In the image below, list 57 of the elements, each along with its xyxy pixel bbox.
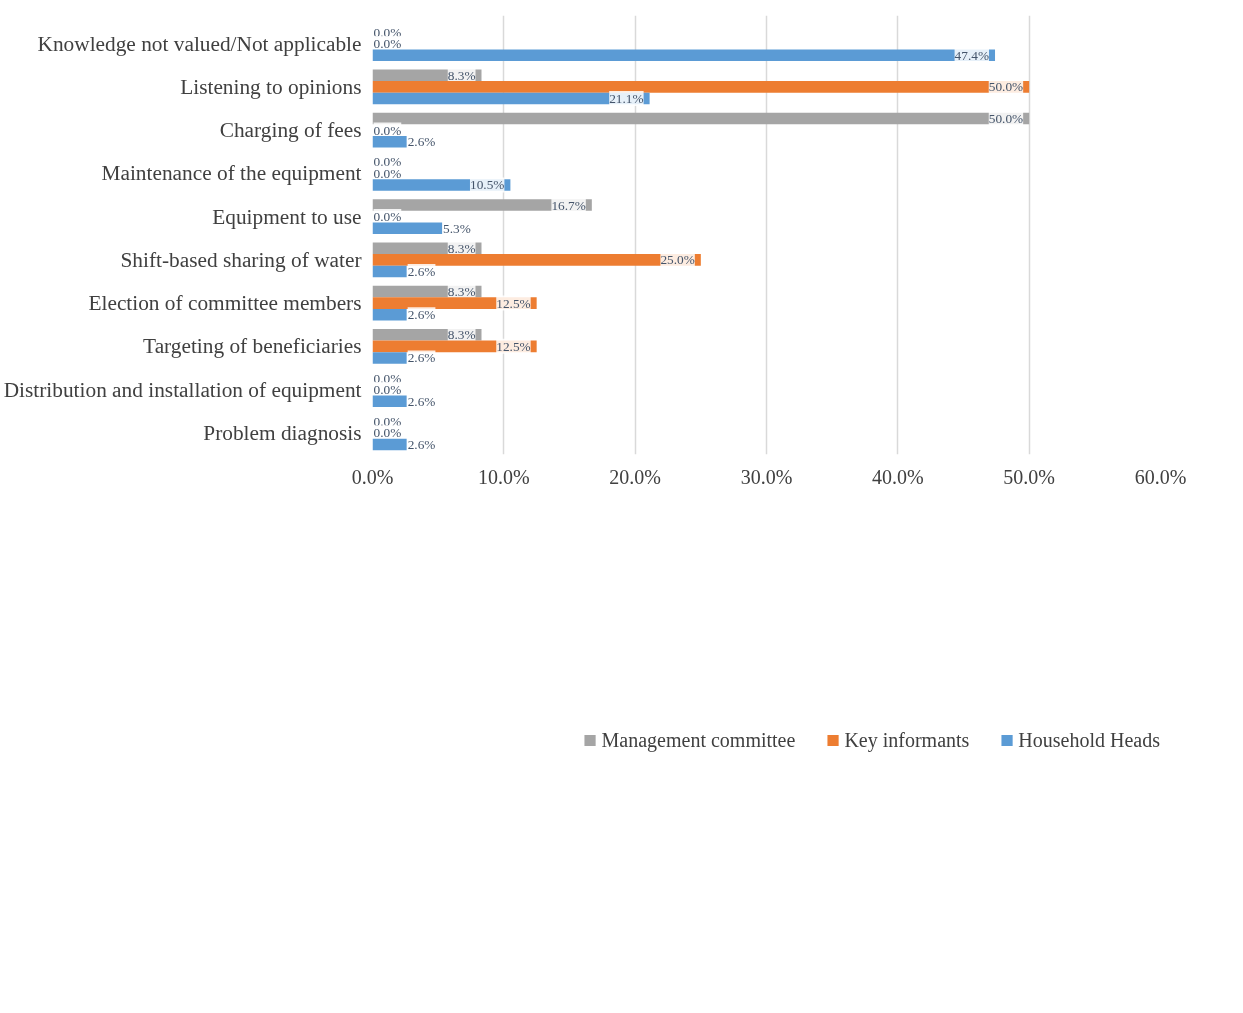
data-label: 0.0% (373, 165, 402, 181)
x-tick-label: 20.0% (609, 465, 662, 488)
legend-label: Key informants (844, 728, 970, 752)
data-label: 8.3% (447, 327, 476, 343)
data-label: 2.6% (407, 307, 436, 323)
bar (372, 135, 407, 148)
bar (372, 81, 1030, 93)
y-tick-label: Targeting of beneficiaries (143, 334, 362, 359)
y-tick-label: Knowledge not valued/Not applicable (37, 31, 362, 56)
x-tick-label: 0.0% (351, 465, 394, 488)
data-label: 12.5% (496, 295, 531, 311)
data-label: 0.0% (373, 36, 402, 52)
data-label: 21.1% (609, 90, 644, 106)
data-label: 0.0% (373, 425, 402, 441)
data-label: 8.3% (447, 240, 476, 256)
data-label: 8.3% (447, 284, 476, 300)
x-tick-label: 10.0% (478, 465, 530, 488)
bar (372, 308, 407, 321)
bar (372, 352, 407, 364)
data-label: 2.6% (407, 350, 436, 366)
legend-label: Household Heads (1018, 728, 1160, 752)
y-tick-label: Distribution and installation of equipment (3, 377, 362, 402)
bar (372, 265, 407, 278)
data-label: 0.0% (373, 209, 402, 225)
y-tick-label: Problem diagnosis (203, 420, 362, 445)
data-label: 2.6% (407, 134, 436, 150)
data-label: 0.0% (373, 382, 402, 398)
bar (372, 222, 443, 234)
data-label: 2.6% (407, 393, 436, 409)
data-label: 12.5% (496, 338, 531, 354)
legend-label: Management committee (601, 728, 796, 752)
x-tick-label: 30.0% (740, 465, 793, 488)
y-tick-label: Charging of fees (219, 118, 362, 143)
data-label: 25.0% (660, 252, 695, 268)
data-label: 8.3% (447, 67, 476, 83)
y-tick-label: Listening to opinions (180, 74, 362, 99)
y-tick-label: Shift-based sharing of water (120, 247, 362, 272)
data-label: 50.0% (988, 79, 1024, 95)
data-label: 47.4% (954, 47, 990, 63)
data-label: 2.6% (407, 436, 436, 452)
data-label: 0.0% (373, 122, 402, 138)
y-tick-label: Equipment to use (212, 204, 362, 229)
data-label: 16.7% (551, 197, 586, 213)
x-tick-label: 40.0% (872, 465, 924, 488)
x-tick-label: 50.0% (1003, 465, 1056, 488)
data-label: 5.3% (443, 220, 471, 236)
y-tick-label: Maintenance of the equipment (101, 161, 362, 186)
bar (372, 254, 701, 266)
bar (372, 438, 407, 451)
data-label: 10.5% (469, 177, 505, 193)
bar (372, 112, 1030, 125)
bar (372, 395, 407, 407)
data-label: 2.6% (407, 263, 436, 279)
bar (372, 49, 996, 61)
y-tick-label: Election of committee members (88, 291, 362, 316)
x-tick-label: 60.0% (1134, 465, 1187, 488)
data-label: 50.0% (988, 111, 1024, 127)
